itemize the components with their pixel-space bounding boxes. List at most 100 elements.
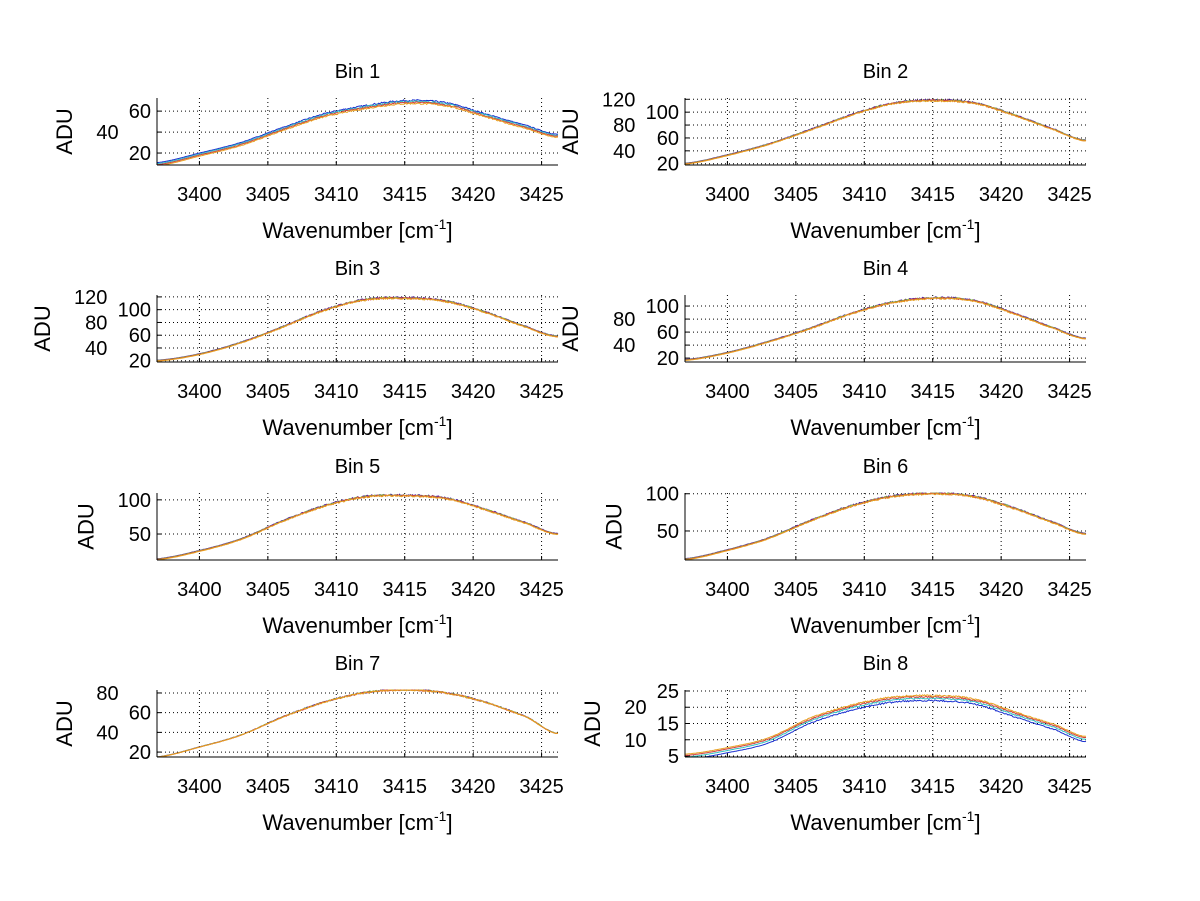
- y-axis-label: ADU: [52, 108, 77, 154]
- subplot-title: Bin 4: [863, 258, 909, 280]
- x-axis-label: Wavenumber [cm-1]: [262, 611, 452, 638]
- y-tick-label: 20: [657, 348, 679, 370]
- x-tick-label: 3400: [177, 776, 222, 798]
- plot-area: [157, 295, 558, 362]
- x-axis-label: Wavenumber [cm-1]: [790, 611, 980, 638]
- subplot-bin-8: 3400 3405 3410 3415 3420 3425 5 10 15 20 25 Bin 8 Wa…: [580, 653, 1092, 835]
- y-tick-label: 40: [613, 141, 635, 163]
- y-tick-label: 100: [118, 300, 151, 322]
- series-line-4: [157, 689, 559, 758]
- y-axis-label: ADU: [558, 108, 583, 154]
- x-axis-label: Wavenumber [cm-1]: [262, 808, 452, 835]
- x-tick-label: 3410: [314, 184, 359, 206]
- subplot-bin-2: 3400 3405 3410 3415 3420 3425 20 40 60 80 100 120 Bi…: [558, 61, 1092, 243]
- x-tick-label: 3410: [842, 381, 887, 403]
- x-tick-label: 3400: [705, 776, 750, 798]
- x-tick-label: 3420: [451, 579, 496, 601]
- x-axis-label: Wavenumber [cm-1]: [790, 413, 980, 440]
- x-tick-label: 3420: [979, 381, 1024, 403]
- subplot-title: Bin 6: [863, 456, 909, 478]
- series-line-4: [156, 297, 559, 362]
- y-tick-label: 100: [646, 484, 679, 506]
- x-axis-label: Wavenumber [cm-1]: [790, 808, 980, 835]
- x-tick-label: 3425: [519, 776, 564, 798]
- x-tick-label: 3405: [774, 579, 819, 601]
- subplot-bin-1: 3400 3405 3410 3415 3420 3425 20 40 60 Bin 1 Waven…: [52, 61, 564, 243]
- y-tick-label: 40: [85, 338, 107, 360]
- x-tick-label: 3400: [177, 184, 222, 206]
- y-tick-label: 20: [657, 154, 679, 176]
- subplot-bin-5: 3400 3405 3410 3415 3420 3425 50 100 Bin 5 Wavenu…: [73, 456, 563, 638]
- series-line-1: [685, 699, 1087, 758]
- y-tick-label: 120: [74, 287, 107, 309]
- x-tick-label: 3415: [910, 184, 955, 206]
- x-tick-label: 3410: [314, 776, 359, 798]
- y-tick-label: 60: [129, 703, 151, 725]
- y-tick-label: 40: [96, 122, 118, 144]
- y-axis-label: ADU: [73, 503, 98, 549]
- y-tick-label: 60: [657, 322, 679, 344]
- x-tick-label: 3400: [705, 184, 750, 206]
- y-tick-label: 60: [129, 101, 151, 123]
- subplot-bin-3: 3400 3405 3410 3415 3420 3425 20 40 60 80 100 120 Bi…: [30, 258, 564, 440]
- y-tick-label: 5: [668, 746, 679, 768]
- x-tick-label: 3405: [774, 184, 819, 206]
- y-tick-label: 15: [657, 714, 679, 736]
- subplot-title: Bin 5: [335, 456, 381, 478]
- y-tick-label: 10: [624, 730, 646, 752]
- x-tick-label: 3405: [246, 579, 291, 601]
- y-axis-label: ADU: [30, 305, 55, 351]
- x-axis-label: Wavenumber [cm-1]: [262, 216, 452, 243]
- subplot-bin-4: 3400 3405 3410 3415 3420 3425 20 40 60 80 100 Bin 4…: [558, 258, 1092, 440]
- series-line-4: [685, 694, 1086, 755]
- subplot-bin-6: 3400 3405 3410 3415 3420 3425 50 100 Bin 6 Wavenu…: [601, 456, 1091, 638]
- x-tick-label: 3410: [314, 579, 359, 601]
- y-tick-label: 100: [646, 296, 679, 318]
- x-tick-label: 3425: [1047, 579, 1092, 601]
- y-tick-label: 20: [129, 143, 151, 165]
- x-tick-label: 3410: [842, 579, 887, 601]
- x-tick-label: 3405: [246, 184, 291, 206]
- plot-area: [157, 690, 558, 757]
- y-tick-label: 100: [118, 490, 151, 512]
- y-tick-label: 20: [129, 742, 151, 764]
- x-tick-label: 3405: [246, 776, 291, 798]
- x-tick-label: 3410: [314, 381, 359, 403]
- x-tick-label: 3420: [979, 184, 1024, 206]
- y-tick-label: 40: [96, 722, 118, 744]
- y-tick-label: 80: [613, 309, 635, 331]
- y-tick-label: 80: [85, 312, 107, 334]
- series-line-3: [157, 101, 559, 166]
- subplot-title: Bin 3: [335, 258, 381, 280]
- x-tick-label: 3425: [1047, 776, 1092, 798]
- y-tick-label: 25: [657, 681, 679, 703]
- x-tick-label: 3415: [910, 381, 955, 403]
- x-tick-label: 3425: [519, 184, 564, 206]
- x-tick-label: 3420: [451, 184, 496, 206]
- x-tick-label: 3400: [177, 381, 222, 403]
- y-tick-label: 60: [129, 325, 151, 347]
- series-line-4: [685, 492, 1087, 561]
- x-tick-label: 3420: [451, 776, 496, 798]
- x-tick-label: 3405: [246, 381, 291, 403]
- x-tick-label: 3405: [774, 776, 819, 798]
- x-tick-label: 3415: [382, 776, 427, 798]
- x-tick-label: 3425: [519, 381, 564, 403]
- x-tick-label: 3405: [774, 381, 819, 403]
- x-axis-label: Wavenumber [cm-1]: [790, 216, 980, 243]
- y-axis-label: ADU: [558, 305, 583, 351]
- x-tick-label: 3415: [382, 184, 427, 206]
- x-tick-label: 3420: [979, 776, 1024, 798]
- y-tick-label: 80: [96, 683, 118, 705]
- subplot-title: Bin 1: [335, 61, 381, 83]
- series-line-4: [685, 99, 1087, 165]
- y-tick-label: 50: [129, 524, 151, 546]
- x-tick-label: 3400: [705, 381, 750, 403]
- series-line-3: [685, 695, 1087, 756]
- x-tick-label: 3415: [910, 776, 955, 798]
- plot-area: [685, 98, 1086, 165]
- y-tick-label: 100: [646, 102, 679, 124]
- x-tick-label: 3420: [979, 579, 1024, 601]
- subplot-bin-7: 3400 3405 3410 3415 3420 3425 20 40 60 80 Bin 7 Wav…: [52, 653, 564, 835]
